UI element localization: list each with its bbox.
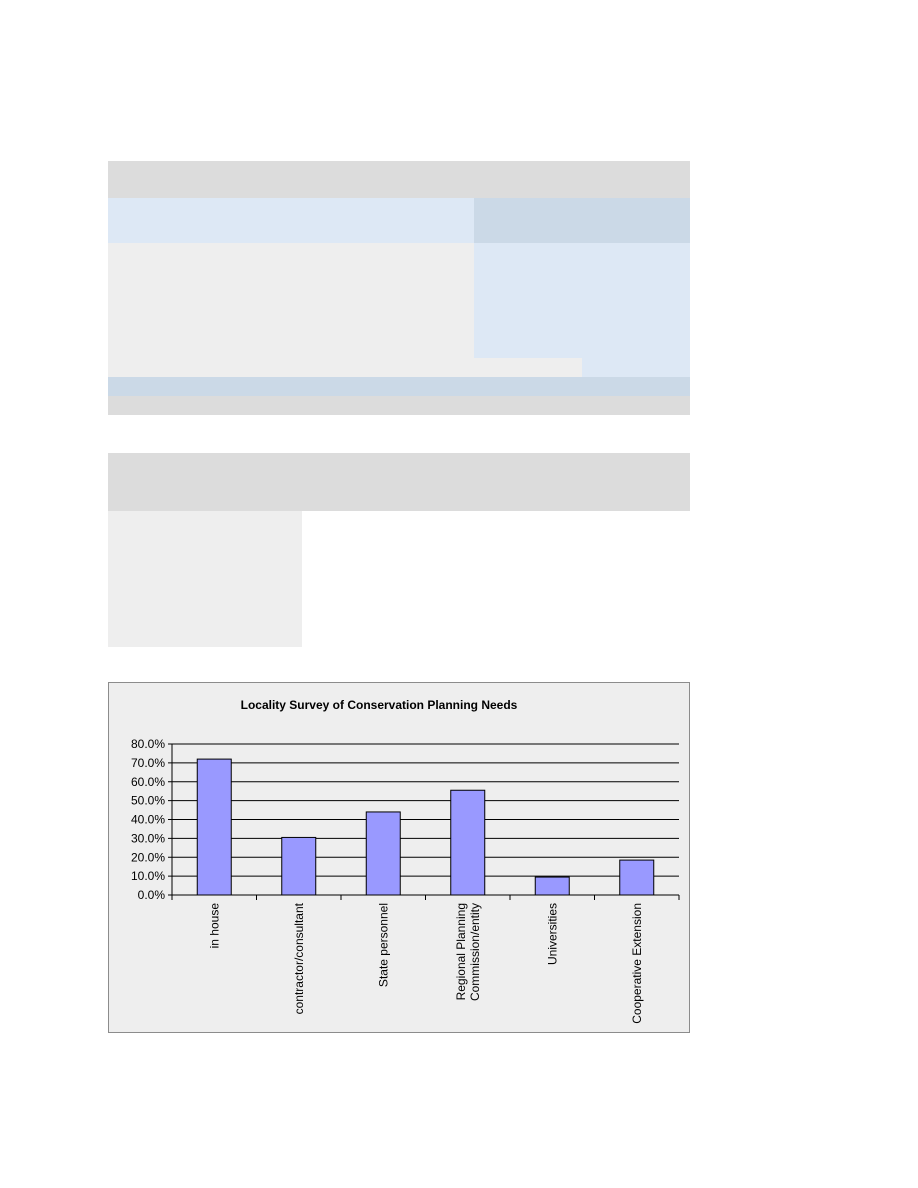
table1-body-right	[474, 243, 690, 358]
bar-chart-svg: Locality Survey of Conservation Planning…	[131, 698, 680, 1024]
table1-body-right-lower	[474, 358, 582, 377]
table1-body-left	[108, 243, 474, 377]
bar	[450, 789, 486, 896]
table1-row1-left	[108, 198, 474, 243]
bar	[365, 811, 401, 896]
bar	[281, 836, 317, 896]
table2-body-left	[108, 511, 302, 647]
x-category-label: Regional Planning	[454, 903, 468, 1000]
table1-row1-right	[474, 198, 690, 243]
table2-header-band	[108, 453, 690, 511]
y-tick-label: 70.0%	[131, 756, 165, 770]
bar	[534, 876, 570, 896]
y-tick-label: 40.0%	[131, 813, 165, 827]
x-category-label: State personnel	[376, 903, 390, 987]
table1-footer-band	[108, 377, 690, 396]
chart-title: Locality Survey of Conservation Planning…	[241, 698, 518, 712]
y-tick-label: 50.0%	[131, 794, 165, 808]
table1-body-right-corner	[582, 358, 690, 377]
y-tick-label: 60.0%	[131, 775, 165, 789]
bar-chart: Locality Survey of Conservation Planning…	[108, 682, 690, 1033]
table1-header-band	[108, 161, 690, 198]
y-tick-label: 0.0%	[138, 888, 166, 902]
x-category-label: contractor/consultant	[292, 902, 306, 1014]
y-tick-label: 80.0%	[131, 737, 165, 751]
bar	[619, 859, 655, 896]
y-tick-label: 20.0%	[131, 850, 165, 864]
x-category-label: Cooperative Extension	[630, 903, 644, 1024]
x-category-label: Universities	[545, 903, 559, 965]
x-category-label: in house	[207, 903, 221, 949]
x-category-label: Commission/entity	[468, 903, 482, 1001]
y-tick-label: 10.0%	[131, 869, 165, 883]
y-tick-label: 30.0%	[131, 831, 165, 845]
table1-bottom-band	[108, 396, 690, 415]
bar	[196, 758, 232, 896]
